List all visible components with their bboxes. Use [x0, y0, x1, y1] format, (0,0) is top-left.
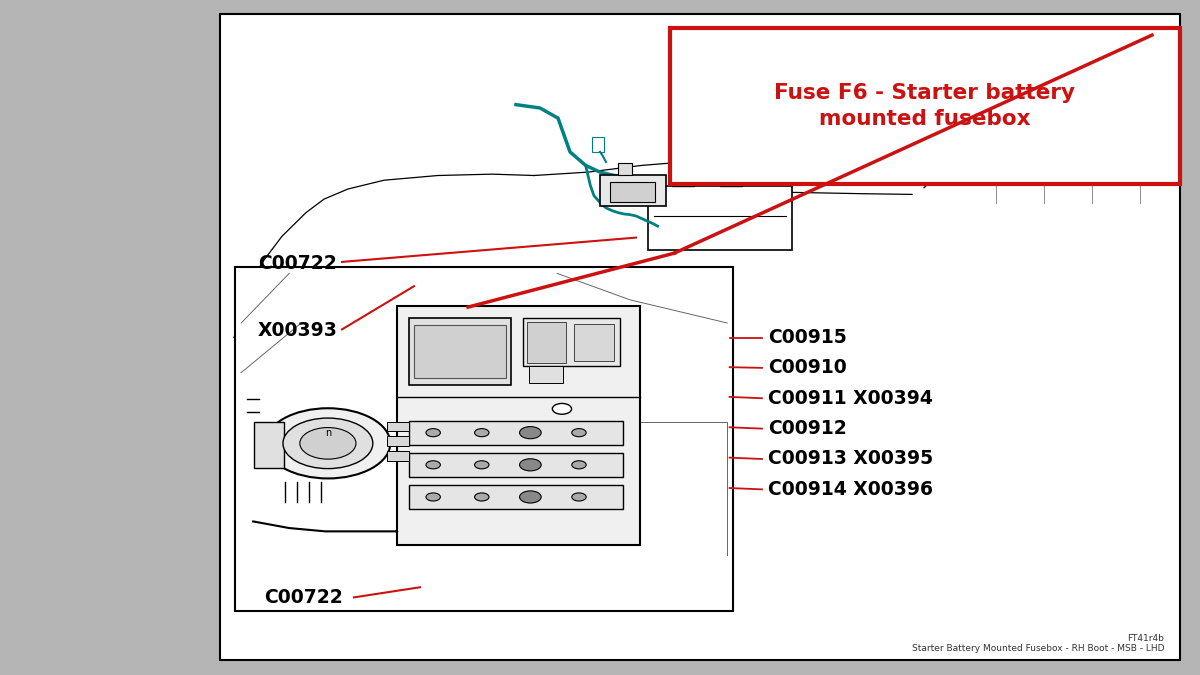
Circle shape	[474, 429, 488, 437]
Bar	[409, 319, 511, 385]
Text: C00914 X00396: C00914 X00396	[768, 480, 934, 499]
Circle shape	[474, 493, 488, 501]
Bar	[600, 176, 666, 206]
Bar	[397, 306, 640, 545]
Circle shape	[265, 408, 390, 479]
Circle shape	[426, 493, 440, 501]
Text: C00912: C00912	[768, 419, 847, 438]
Bar	[409, 453, 623, 477]
Bar	[388, 451, 409, 461]
Bar	[618, 163, 632, 176]
Circle shape	[571, 429, 586, 437]
Bar	[253, 423, 283, 468]
Text: n: n	[325, 428, 331, 438]
Circle shape	[523, 461, 538, 469]
Text: C00913 X00395: C00913 X00395	[768, 450, 934, 468]
Circle shape	[426, 429, 440, 437]
Bar	[388, 422, 409, 431]
Text: C00915: C00915	[768, 328, 847, 347]
Text: Fuse F6 - Starter battery
mounted fusebox: Fuse F6 - Starter battery mounted fusebo…	[774, 83, 1075, 129]
Text: C00910: C00910	[768, 358, 847, 377]
Circle shape	[523, 493, 538, 501]
Text: C00722: C00722	[258, 254, 337, 273]
Circle shape	[426, 461, 440, 469]
Text: X00393: X00393	[258, 321, 338, 340]
Bar	[529, 366, 563, 383]
Circle shape	[283, 418, 373, 468]
Bar	[527, 322, 565, 362]
Bar	[670, 28, 1180, 184]
Bar	[592, 137, 604, 152]
Bar	[720, 173, 742, 186]
Text: C00722: C00722	[264, 588, 343, 607]
Circle shape	[571, 493, 586, 501]
Bar	[523, 319, 620, 366]
Circle shape	[523, 429, 538, 437]
Text: C00911 X00394: C00911 X00394	[768, 389, 932, 408]
Circle shape	[520, 459, 541, 471]
Bar	[409, 485, 623, 509]
Bar	[220, 14, 1180, 660]
Circle shape	[300, 427, 356, 459]
Circle shape	[520, 491, 541, 503]
Bar	[414, 325, 506, 378]
Circle shape	[520, 427, 541, 439]
Bar	[574, 324, 614, 360]
Text: FT41r4b
Starter Battery Mounted Fusebox - RH Boot - MSB - LHD: FT41r4b Starter Battery Mounted Fusebox …	[912, 634, 1164, 653]
Bar	[235, 267, 733, 611]
Bar	[648, 186, 792, 250]
Circle shape	[571, 461, 586, 469]
Bar	[388, 436, 409, 446]
Circle shape	[552, 404, 571, 414]
Bar	[672, 173, 694, 186]
Circle shape	[474, 461, 488, 469]
Bar	[409, 421, 623, 445]
Bar	[610, 182, 655, 202]
